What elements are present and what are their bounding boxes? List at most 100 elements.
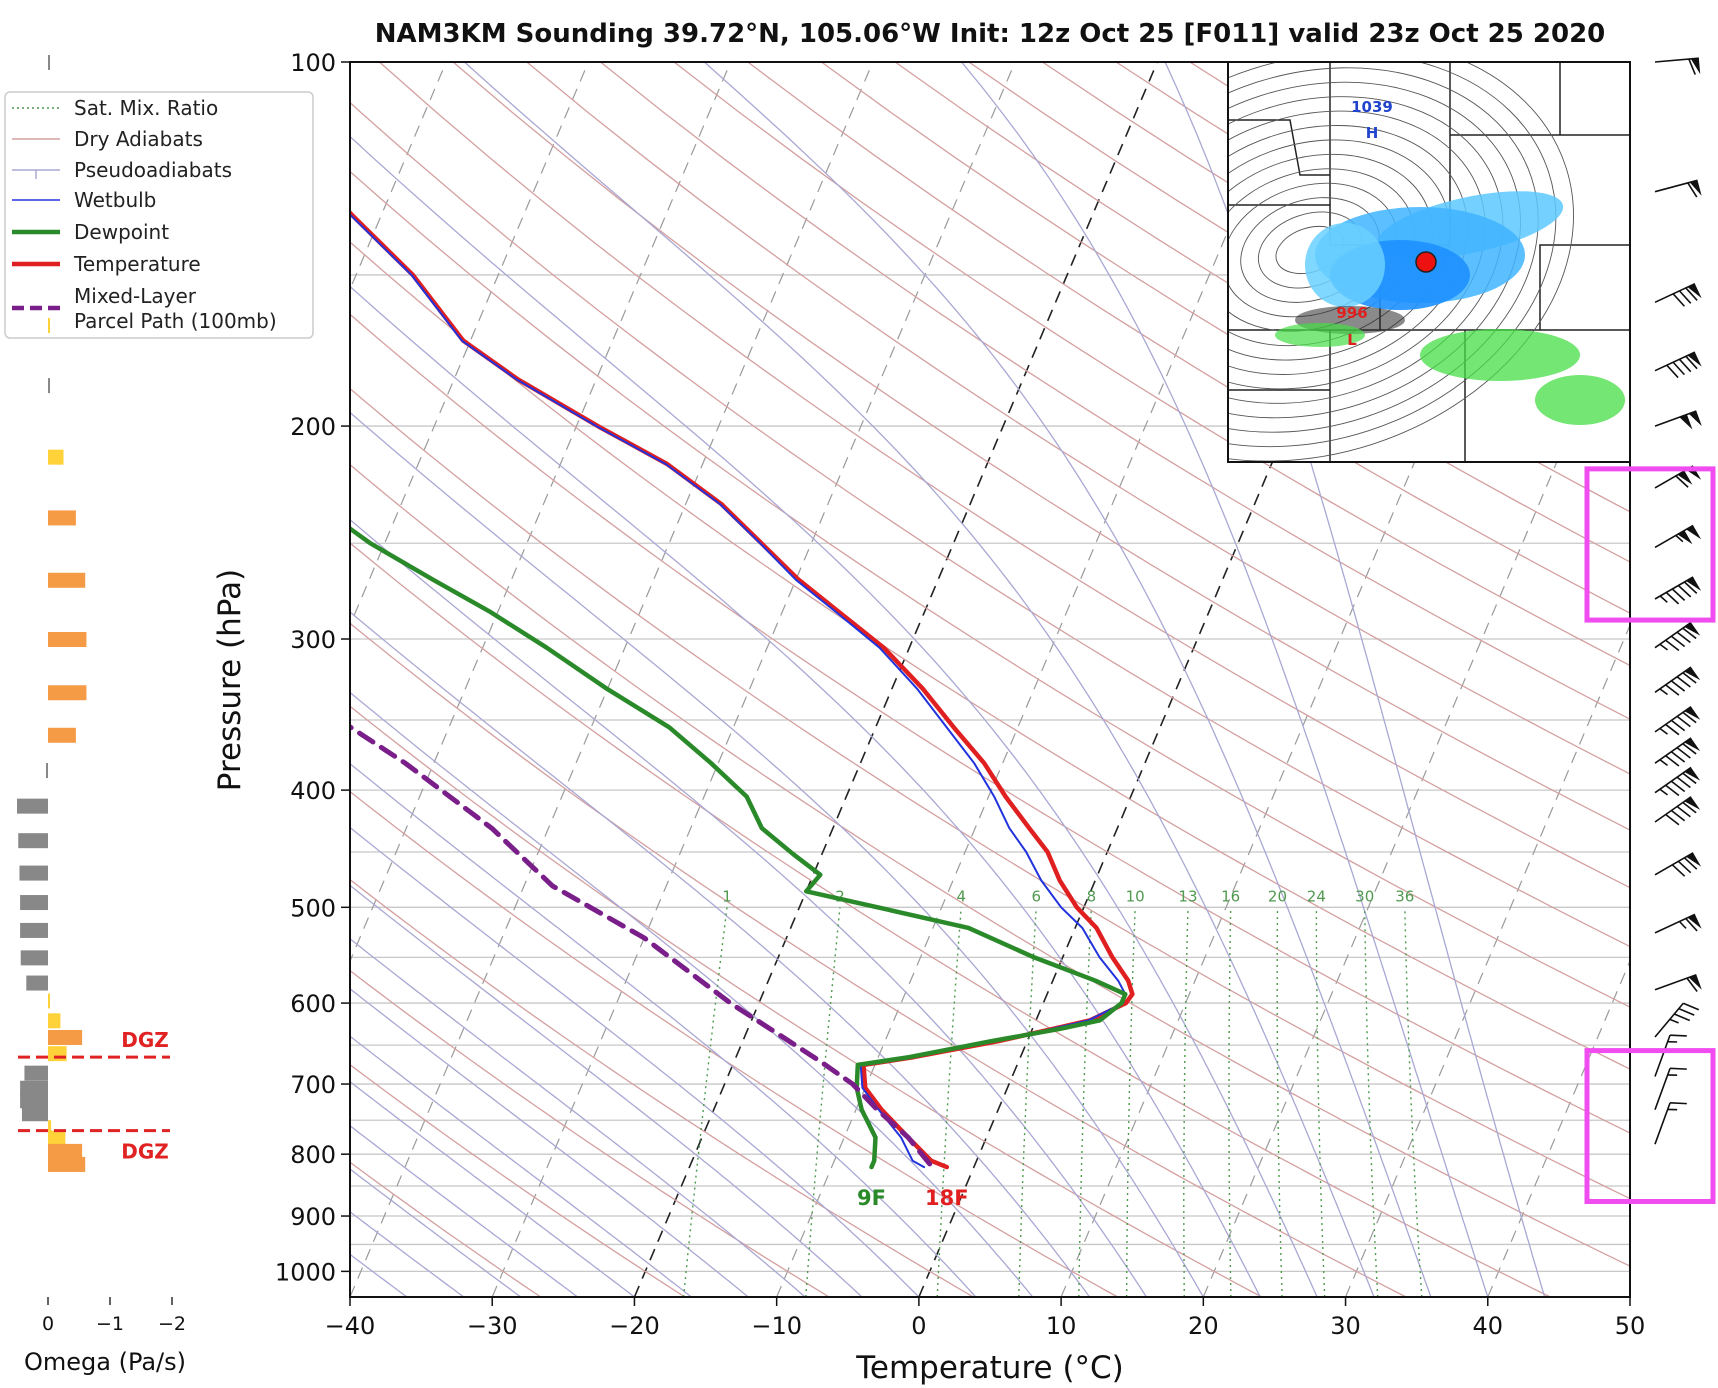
barb-full-flag	[1665, 591, 1680, 605]
series-dewpoint-line	[350, 525, 1128, 1170]
high-pressure-value: 1039	[1351, 98, 1393, 116]
wind-barb	[1654, 410, 1702, 430]
barb-pennant	[1688, 974, 1702, 990]
omega-bar	[20, 895, 48, 911]
dry-adiabat-line	[821, 62, 1630, 563]
omega-bar	[48, 1143, 83, 1159]
omega-bar	[21, 1106, 48, 1122]
x-tick-label: 40	[1473, 1312, 1504, 1340]
legend-label: Dry Adiabats	[74, 127, 203, 151]
pressure-contour	[1228, 62, 1557, 448]
x-axis-label: Temperature (°C)	[855, 1350, 1124, 1386]
omega-bar	[20, 922, 48, 938]
barb-shaft	[1654, 351, 1696, 372]
barb-full-flag	[1670, 751, 1686, 763]
wind-barb	[1654, 1002, 1700, 1038]
pseudoadiabat-line	[350, 762, 977, 1297]
omega-bar	[48, 993, 50, 1009]
pseudoadiabat-line	[463, 62, 1375, 1297]
pseudoadiabat-line	[350, 1168, 522, 1297]
dgz-label: DGZ	[121, 1140, 169, 1164]
x-tick-label: −20	[609, 1312, 660, 1340]
pseudoadiabat-line	[350, 1080, 635, 1297]
x-tick-label: 10	[1046, 1312, 1077, 1340]
surface-labels: 9F 18F	[857, 1186, 969, 1210]
pseudoadiabat-line	[350, 884, 863, 1297]
mixing-ratio-label: 4	[956, 887, 966, 905]
omega-bar	[48, 1156, 86, 1172]
barb-shaft	[1654, 666, 1692, 693]
mixing-ratio-line	[1276, 907, 1283, 1297]
legend-box	[4, 91, 314, 339]
omega-tick-label: −1	[96, 1313, 124, 1335]
wind-barb	[1654, 524, 1702, 549]
barb-pennant	[1684, 667, 1701, 681]
inset-map: 1039 H 996 L	[1227, 61, 1631, 463]
legend-label: Wetbulb	[74, 188, 156, 212]
isotherm-line	[1487, 959, 1630, 1297]
barb-shaft	[1654, 57, 1699, 63]
barb-half-flag	[1659, 595, 1668, 603]
barb-full-flag	[1682, 627, 1697, 640]
x-tick-label: 30	[1330, 1312, 1361, 1340]
legend-label: Mixed-Layer	[74, 284, 197, 308]
barb-full-flag	[1671, 864, 1686, 877]
barb-full-flag	[1671, 588, 1686, 601]
y-axis-label: Pressure (hPa)	[212, 569, 248, 791]
wind-barb	[1654, 576, 1702, 605]
omega-tick-label: 0	[42, 1313, 54, 1335]
y-tick-label: 800	[290, 1141, 336, 1169]
rain-shading	[1535, 375, 1625, 425]
sounding-profiles	[350, 209, 1135, 1170]
pseudoadiabat-line	[350, 411, 1204, 1297]
dry-adiabat-line	[350, 878, 974, 1297]
barb-shaft	[1654, 524, 1694, 549]
wind-barb	[1654, 852, 1702, 877]
x-tick-label: 20	[1188, 1312, 1219, 1340]
dry-adiabat-line	[350, 1063, 686, 1297]
barb-pennant	[1687, 914, 1702, 929]
wind-barb	[1654, 796, 1701, 826]
barb-shaft	[1654, 913, 1696, 934]
mixing-ratio-line	[1078, 907, 1092, 1297]
omega-bar	[48, 510, 76, 526]
barb-half-flag	[1678, 920, 1687, 929]
omega-tick-label: −2	[158, 1313, 186, 1335]
legend-label: Sat. Mix. Ratio	[74, 96, 218, 120]
barb-half-flag	[1659, 788, 1669, 796]
barb-pennant	[1690, 58, 1701, 75]
barb-full-flag	[1665, 684, 1680, 696]
omega-bar	[46, 763, 48, 779]
background-grid: 1 2 4 6 8 10 13 16 20 24 30 36	[350, 62, 1630, 1297]
wind-barbs	[1584, 57, 1716, 1205]
isotherm-line	[633, 62, 1159, 1297]
omega-bar	[24, 1065, 48, 1081]
barb-full-flag	[1670, 1034, 1687, 1037]
mixing-ratio-line	[682, 907, 728, 1297]
barb-shaft	[1654, 282, 1696, 304]
barb-full-flag	[1670, 1102, 1687, 1105]
mixing-ratio-label: 20	[1268, 887, 1287, 905]
wind-barb	[1654, 666, 1701, 696]
pressure-contour	[1228, 62, 1574, 462]
mixing-ratio-line	[1404, 907, 1423, 1297]
barb-full-flag	[1676, 805, 1691, 818]
pseudoadiabat-line	[350, 1035, 692, 1297]
mixing-ratio-label: 30	[1355, 887, 1374, 905]
mixing-ratio-line	[1228, 907, 1232, 1297]
barb-pennant	[1686, 852, 1702, 867]
x-tick-label: −10	[751, 1312, 802, 1340]
inset-map-body: 1039 H 996 L	[1228, 62, 1630, 462]
wind-barb	[1654, 1034, 1687, 1077]
x-tick-label: 0	[911, 1312, 926, 1340]
barb-full-flag	[1685, 917, 1698, 932]
mixing-ratio-label: 6	[1031, 887, 1041, 905]
omega-bar	[48, 55, 50, 70]
omega-bar	[19, 865, 48, 881]
barb-full-flag	[1665, 784, 1680, 797]
barb-half-flag	[1659, 727, 1669, 735]
barb-shaft	[1654, 576, 1694, 600]
omega-bar	[48, 378, 50, 394]
dry-adiabat-line	[350, 313, 1630, 1134]
pseudoadiabat-line	[350, 611, 1091, 1297]
